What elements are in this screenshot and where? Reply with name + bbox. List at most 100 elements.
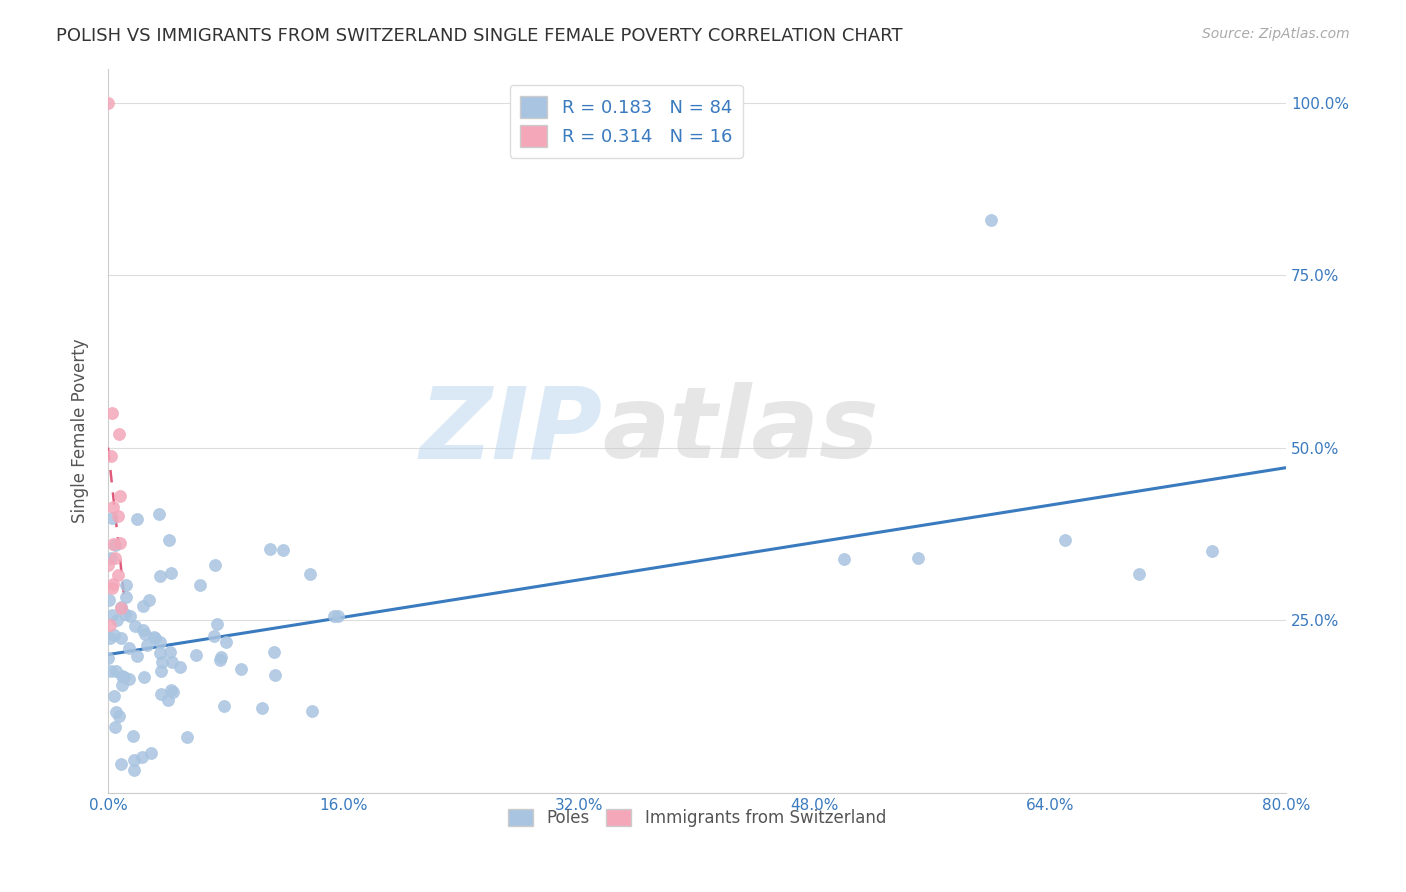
Point (149, 569, 172, 583)
Point (97, 593, 120, 607)
Point (980, 213, 1002, 227)
Point (907, 550, 929, 565)
Text: ZIP: ZIP (420, 382, 603, 479)
Point (101, 576, 124, 591)
Point (273, 542, 295, 557)
Point (134, 670, 156, 684)
Point (108, 535, 131, 549)
Point (115, 578, 138, 592)
Y-axis label: Single Female Poverty: Single Female Poverty (72, 338, 89, 523)
Point (98, 632, 121, 646)
Point (101, 500, 124, 514)
Text: POLISH VS IMMIGRANTS FROM SWITZERLAND SINGLE FEMALE POVERTY CORRELATION CHART: POLISH VS IMMIGRANTS FROM SWITZERLAND SI… (56, 27, 903, 45)
Point (157, 693, 180, 707)
Point (229, 662, 252, 676)
Point (157, 533, 180, 547)
Point (202, 629, 225, 643)
Point (298, 566, 321, 581)
Point (150, 665, 173, 679)
Point (103, 537, 125, 551)
Point (107, 568, 129, 582)
Text: atlas: atlas (603, 382, 879, 479)
Point (110, 632, 132, 646)
Point (209, 653, 232, 667)
Point (100, 511, 122, 525)
Point (176, 730, 198, 744)
Point (98, 617, 121, 632)
Point (1054, 533, 1077, 547)
Point (263, 645, 285, 659)
Point (111, 668, 134, 682)
Point (322, 608, 344, 623)
Point (112, 671, 135, 685)
Point (160, 682, 183, 697)
Point (110, 756, 132, 771)
Point (107, 508, 129, 523)
Point (110, 599, 132, 614)
Point (101, 608, 124, 623)
Point (120, 608, 142, 623)
Point (118, 640, 141, 655)
Point (148, 507, 170, 521)
Point (104, 538, 127, 552)
Point (149, 635, 172, 649)
Point (832, 552, 855, 566)
Point (162, 685, 184, 699)
Point (1201, 543, 1223, 558)
Point (105, 665, 128, 679)
Point (162, 655, 184, 669)
Point (209, 649, 232, 664)
Point (143, 630, 166, 644)
Point (132, 599, 155, 613)
Point (132, 623, 155, 637)
Point (149, 646, 172, 660)
Legend: Poles, Immigrants from Switzerland: Poles, Immigrants from Switzerland (499, 800, 894, 835)
Point (131, 750, 153, 764)
Point (160, 566, 183, 580)
Point (114, 590, 136, 604)
Point (159, 645, 181, 659)
Point (1128, 566, 1150, 581)
Point (252, 701, 274, 715)
Point (259, 541, 281, 556)
Point (105, 705, 128, 719)
Point (107, 709, 129, 723)
Point (135, 638, 157, 652)
Point (215, 635, 238, 649)
Point (100, 551, 122, 566)
Point (139, 746, 162, 760)
Point (100, 450, 122, 464)
Point (111, 678, 134, 692)
Point (149, 687, 172, 701)
Point (110, 601, 132, 615)
Point (104, 720, 127, 734)
Point (118, 673, 141, 687)
Point (105, 613, 128, 627)
Point (108, 489, 131, 503)
Point (97, 651, 120, 665)
Point (169, 660, 191, 674)
Point (97, 95, 120, 110)
Point (205, 616, 228, 631)
Point (328, 609, 350, 624)
Point (301, 704, 323, 718)
Point (138, 593, 160, 607)
Point (184, 648, 207, 662)
Point (212, 699, 235, 714)
Point (264, 667, 287, 681)
Point (101, 406, 124, 420)
Point (124, 763, 146, 777)
Point (204, 558, 226, 573)
Point (127, 512, 149, 526)
Point (103, 689, 125, 703)
Point (114, 607, 136, 621)
Point (122, 729, 145, 743)
Point (150, 655, 173, 669)
Point (124, 619, 146, 633)
Point (124, 753, 146, 767)
Point (97, 558, 120, 572)
Point (104, 551, 127, 566)
Point (188, 578, 211, 592)
Point (100, 664, 122, 678)
Point (125, 648, 148, 663)
